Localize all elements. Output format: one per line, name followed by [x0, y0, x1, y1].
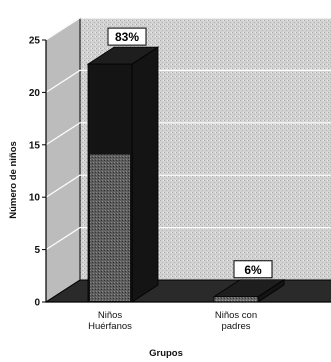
bar-front	[213, 296, 259, 303]
data-label-box	[233, 260, 273, 279]
x-category-label: Niños con padres	[215, 310, 257, 332]
y-tick-label: 5	[34, 245, 40, 256]
data-label: 6%	[233, 260, 273, 279]
side-wall	[45, 17, 81, 303]
bars: 83% 6%	[86, 27, 286, 303]
data-label: 83%	[107, 27, 147, 46]
y-tick-label: 0	[34, 298, 40, 309]
gridline	[45, 122, 331, 146]
bar-texture	[90, 154, 130, 301]
bar	[86, 46, 160, 303]
x-axis-categories: Niños Huérfanos Niños con padres	[88, 310, 257, 332]
y-tick-label: 10	[29, 193, 41, 204]
gridline	[45, 174, 331, 198]
data-label-box	[107, 27, 147, 46]
x-category-label: Niños Huérfanos	[88, 310, 132, 332]
bar	[212, 279, 286, 303]
y-tick-label: 20	[29, 88, 41, 99]
data-label-text: 6%	[244, 263, 262, 277]
data-label-text: 83%	[115, 30, 139, 44]
x-axis-label: Grupos	[149, 348, 183, 359]
bar-side	[131, 46, 159, 303]
y-tick-label: 15	[29, 140, 41, 151]
gridlines	[45, 17, 331, 251]
gridline	[45, 17, 331, 41]
y-axis: 0 5 10 15 20 25	[29, 36, 331, 309]
gridline	[45, 69, 331, 93]
gridline	[45, 227, 331, 251]
y-tick-label: 25	[29, 36, 41, 47]
y-axis-label: Número de niños	[8, 141, 19, 219]
